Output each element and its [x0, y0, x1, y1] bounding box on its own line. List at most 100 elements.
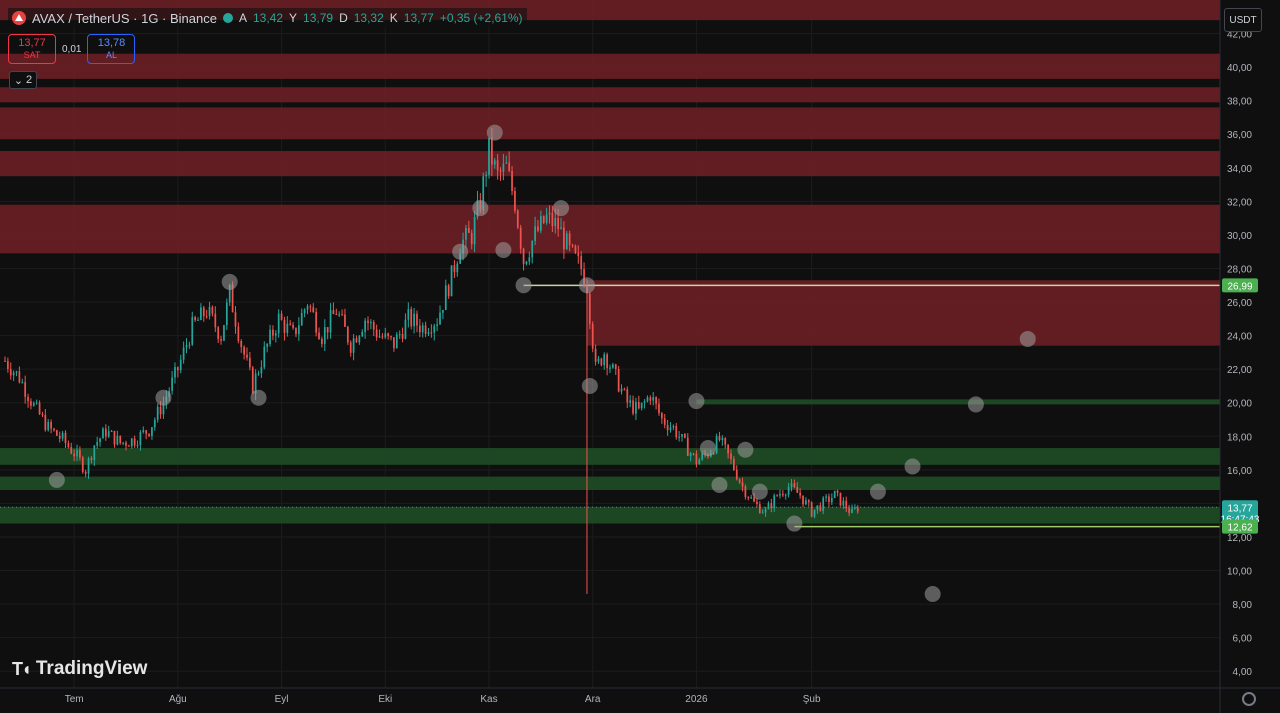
candle-body [136, 445, 139, 447]
indicators-toggle[interactable]: ⌄ 2 [9, 71, 37, 89]
candle-body [519, 227, 522, 249]
resistance-zone [0, 151, 1220, 177]
candle-body [502, 163, 505, 172]
candle-body [257, 373, 260, 375]
candle-body [249, 357, 251, 368]
candle-body [652, 397, 655, 401]
candle-body [251, 367, 254, 394]
candle-body [237, 326, 240, 341]
candle-body [669, 427, 672, 431]
candle-body [678, 436, 681, 438]
annotation-marker [578, 277, 595, 294]
candle-body [104, 428, 107, 437]
candle-body [191, 317, 194, 345]
candle-body [442, 310, 444, 313]
high-label: Y [289, 11, 298, 25]
candle-body [825, 496, 827, 498]
candle-body [321, 339, 323, 344]
candle-body [145, 430, 148, 434]
candle-body [113, 430, 116, 445]
candle-body [102, 428, 104, 439]
candle-body [387, 333, 390, 337]
candle-body [450, 265, 453, 297]
sell-button[interactable]: 13,77 SAT [8, 34, 56, 64]
candle-body [274, 333, 277, 336]
open-label: A [238, 11, 247, 25]
candle-body [465, 227, 467, 240]
y-tick-label: 42,00 [1227, 30, 1252, 41]
candle-body [329, 310, 332, 333]
candle-body [663, 418, 666, 425]
candle-body [384, 333, 387, 338]
candle-body [735, 469, 738, 480]
candle-body [776, 495, 778, 497]
candle-body [214, 313, 217, 328]
candle-body [266, 344, 269, 347]
candle-body [61, 432, 64, 439]
y-tick-label: 8,00 [1233, 600, 1253, 611]
candle-body [338, 314, 341, 316]
candle-body [7, 360, 9, 369]
candle-body [750, 497, 753, 499]
candle-body [609, 367, 611, 369]
candle-body [269, 329, 271, 345]
support-zone [696, 399, 1220, 405]
candle-body [508, 162, 511, 171]
candle-body [55, 430, 58, 436]
candle-body [381, 336, 384, 338]
candle-body [292, 324, 294, 328]
y-tick-label: 12,00 [1227, 533, 1252, 544]
y-tick-label: 36,00 [1227, 130, 1252, 141]
candle-body [467, 227, 470, 233]
price-axis-badge [1222, 519, 1258, 534]
candle-body [828, 496, 830, 503]
candle-body [9, 368, 12, 376]
candle-body [836, 490, 839, 493]
currency-selector[interactable]: USDT [1224, 8, 1262, 32]
change-value: +0,35 (+2,61%) [439, 11, 523, 25]
indicators-count: 2 [26, 74, 33, 86]
price-axis-badge [1222, 278, 1258, 293]
candle-body [583, 269, 585, 287]
candle-body [851, 508, 853, 513]
annotation-marker [699, 440, 716, 457]
y-tick-label: 32,00 [1227, 197, 1252, 208]
candle-body [747, 496, 750, 499]
candle-body [686, 437, 689, 456]
candle-body [116, 435, 119, 445]
open-value: 13,42 [253, 11, 284, 25]
candle-body [568, 233, 571, 245]
resistance-zone [0, 107, 1220, 140]
candle-body [185, 345, 188, 348]
candle-body [554, 217, 557, 227]
candle-body [220, 339, 222, 341]
candle-body [179, 359, 182, 371]
candle-body [433, 325, 436, 333]
candle-body [675, 426, 678, 438]
candle-body [629, 400, 632, 403]
candle-body [632, 400, 634, 414]
annotation-marker [688, 393, 705, 410]
candle-body [444, 285, 447, 311]
candle-body [764, 509, 767, 513]
candle-body [358, 336, 361, 343]
candle-body [733, 458, 735, 470]
candle-body [534, 226, 536, 241]
buy-button[interactable]: 13,78 AL [87, 34, 136, 64]
y-tick-label: 30,00 [1227, 231, 1252, 242]
candle-body [439, 312, 441, 325]
visibility-eye-icon[interactable] [222, 13, 233, 23]
annotation-marker [581, 377, 598, 394]
candle-body [228, 284, 231, 303]
candle-body [393, 337, 395, 349]
candle-body [240, 340, 243, 348]
symbol-title[interactable]: AVAX / TetherUS · 1G · Binance [32, 10, 217, 26]
candle-body [47, 421, 50, 431]
candle-body [243, 347, 245, 355]
candle-body [856, 507, 859, 512]
settings-gear-icon[interactable] [1242, 692, 1256, 706]
candle-body [525, 261, 528, 264]
candle-body [32, 403, 35, 406]
